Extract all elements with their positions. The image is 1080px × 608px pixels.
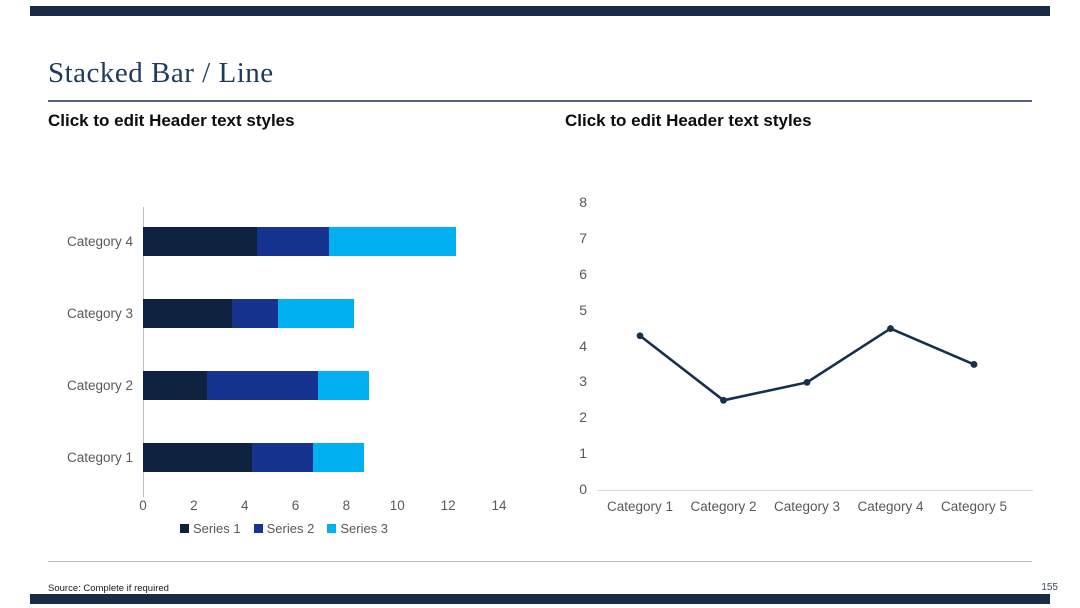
bar-x-tick-label: 8: [342, 498, 351, 513]
line-data-point: [720, 396, 727, 404]
line-x-category-label: Category 4: [857, 499, 924, 514]
line-y-tick-label: 6: [579, 265, 587, 282]
line-x-category-label: Category 5: [940, 499, 1008, 514]
legend-label: Series 3: [340, 521, 389, 536]
line-x-category-label: Category 3: [773, 499, 841, 514]
bar-x-tick-label: 0: [139, 498, 147, 513]
bar-category-label: Category 1: [66, 449, 133, 465]
bar-x-tick-label: 10: [389, 498, 405, 513]
line-y-tick-label: 8: [579, 194, 587, 210]
bar-segment: [313, 442, 365, 472]
bar-category-label: Category 3: [66, 305, 133, 321]
bar-segment: [252, 442, 314, 472]
right-chart-header[interactable]: Click to edit Header text styles: [565, 111, 812, 130]
line-x-category-label: Category 2: [690, 499, 757, 514]
line-y-tick-label: 3: [579, 373, 587, 390]
legend-swatch-icon: [253, 524, 263, 533]
bar-segment: [277, 298, 355, 328]
bar-segment: [257, 226, 329, 256]
bottom-accent-bar: [30, 594, 1050, 604]
line-y-tick-label: 7: [579, 229, 587, 246]
bar-segment: [328, 226, 456, 256]
line-data-point: [636, 332, 644, 340]
line-chart: 8 7 6 5 4 3 2 1 0 Category 1 Category 2 Category 3 C…: [565, 194, 1035, 540]
stacked-bar-chart: Category 4 Category 3 Category 2 Category 1…: [48, 205, 518, 550]
line-y-tick-label: 5: [579, 301, 587, 318]
bar-segment: [143, 226, 258, 256]
legend-item: Series 3: [327, 521, 388, 536]
page-number: 155: [1041, 582, 1058, 593]
bar-chart-y-axis-line: [143, 207, 144, 497]
title-rule: [48, 100, 1032, 102]
line-series-graphic: [636, 325, 978, 404]
legend-swatch-icon: [327, 524, 337, 533]
bar-segment: [206, 370, 319, 400]
legend-item: Series 2: [253, 521, 315, 536]
bar-segment: [143, 442, 253, 472]
legend-label: Series 2: [266, 521, 315, 536]
legend-label: Series 1: [192, 521, 241, 536]
bar-x-tick-label: 14: [491, 498, 507, 513]
bar-x-tick-label: 6: [291, 498, 300, 513]
left-chart-header[interactable]: Click to edit Header text styles: [48, 111, 295, 130]
bar-x-tick-label: 2: [190, 498, 198, 513]
bar-segment: [232, 298, 278, 328]
line-y-tick-label: 1: [579, 445, 587, 462]
line-chart-x-axis-line: [597, 490, 1033, 491]
legend-swatch-icon: [179, 524, 189, 533]
line-data-point: [970, 361, 978, 368]
bar-x-tick-label: 12: [440, 498, 456, 513]
footer-rule: [48, 561, 1032, 562]
bar-x-tick-label: 4: [240, 498, 249, 513]
line-data-point: [803, 378, 811, 386]
bar-segment: [143, 298, 232, 328]
bar-segment: [143, 370, 207, 400]
slide-title[interactable]: Stacked Bar / Line: [48, 57, 274, 89]
line-x-category-label: Category 1: [606, 499, 674, 514]
bar-category-label: Category 2: [66, 377, 133, 393]
legend-item: Series 1: [179, 521, 241, 536]
bar-chart-legend: Series 1 Series 2 Series 3: [143, 521, 425, 536]
line-y-tick-label: 2: [579, 409, 587, 426]
line-data-point: [887, 325, 894, 332]
source-note[interactable]: Source: Complete if required: [48, 583, 169, 594]
top-accent-bar: [30, 6, 1050, 16]
line-y-tick-label: 0: [579, 481, 587, 497]
bar-category-label: Category 4: [66, 233, 133, 249]
bar-segment: [318, 370, 370, 400]
line-y-tick-label: 4: [579, 337, 587, 354]
